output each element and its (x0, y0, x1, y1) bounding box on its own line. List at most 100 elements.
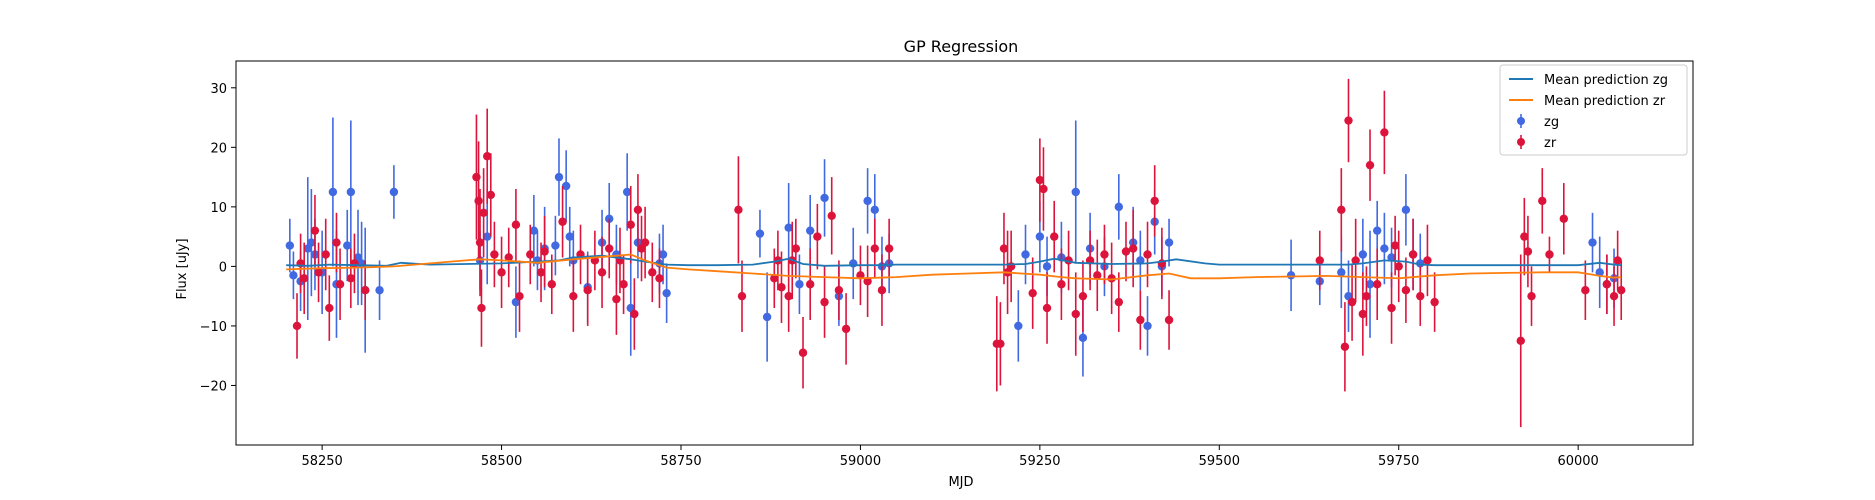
data-point-zr (346, 274, 356, 283)
data-point-zg (346, 187, 356, 197)
data-point-zr (310, 226, 320, 235)
legend-marker-swatch (1517, 117, 1525, 125)
data-point-zg (1164, 238, 1174, 247)
data-point-zg (529, 226, 539, 235)
data-point-zr (626, 220, 635, 229)
data-point-zr (477, 303, 486, 313)
data-point-zr (633, 205, 643, 215)
data-point-zr (475, 238, 485, 247)
data-point-zr (1613, 256, 1622, 265)
data-point-zr (1390, 241, 1400, 250)
data-point-zr (813, 232, 822, 241)
data-point-zg (285, 241, 295, 250)
data-point-zr (597, 268, 607, 277)
data-point-zg (1035, 232, 1045, 241)
data-point-zr (1050, 232, 1059, 241)
x-tick-label: 59000 (840, 454, 881, 469)
data-point-zr (483, 152, 492, 161)
data-point-zg (1588, 238, 1597, 247)
data-point-zg (554, 172, 564, 182)
data-point-zr (648, 268, 657, 277)
data-point-zr (1114, 297, 1124, 307)
data-point-zr (1143, 250, 1152, 259)
data-point-zr (1365, 160, 1375, 170)
x-tick-label: 59750 (1378, 454, 1419, 469)
data-point-zg (784, 223, 793, 232)
data-point-zr (1136, 315, 1145, 325)
data-point-zr (1035, 175, 1045, 185)
data-point-zr (1315, 256, 1324, 265)
x-tick-label: 60000 (1557, 454, 1598, 469)
data-point-zr (999, 244, 1009, 253)
data-point-zr (547, 280, 557, 289)
x-tick-label: 58250 (301, 454, 342, 469)
plot-area (235, 60, 1694, 446)
x-axis-label: MJD (948, 475, 973, 490)
data-point-zg (1014, 321, 1023, 331)
data-point-zr (1372, 280, 1382, 289)
data-point-zr (996, 339, 1005, 348)
data-point-zr (569, 291, 578, 301)
data-point-zr (1078, 291, 1088, 301)
data-point-zr (1538, 196, 1547, 206)
data-point-zg (662, 288, 671, 298)
data-point-zr (640, 238, 650, 247)
data-point-zr (1617, 286, 1626, 295)
data-point-zr (1340, 342, 1350, 351)
data-point-zr (841, 324, 851, 334)
data-point-zr (1344, 116, 1353, 125)
data-point-zr (1107, 274, 1116, 283)
y-tick-label: −20 (200, 379, 227, 394)
data-point-zr (863, 277, 872, 286)
data-point-zr (1358, 309, 1368, 319)
legend-label: Mean prediction zr (1544, 94, 1666, 109)
data-point-zg (849, 259, 858, 268)
data-point-zr (834, 286, 844, 295)
data-point-zr (1380, 128, 1389, 137)
data-point-zg (289, 271, 298, 280)
data-point-zr (805, 280, 815, 289)
data-point-zr (335, 280, 345, 289)
legend-label: zr (1544, 136, 1557, 151)
data-point-zr (884, 244, 894, 253)
y-tick-label: 0 (219, 260, 227, 275)
y-tick-label: 10 (210, 201, 227, 216)
x-tick-label: 58500 (481, 454, 522, 469)
data-point-zr (526, 250, 535, 259)
data-point-zg (328, 187, 338, 197)
data-point-zr (1042, 303, 1052, 313)
data-point-zr (605, 244, 614, 253)
data-point-zr (479, 208, 488, 218)
y-tick-label: 20 (210, 141, 227, 156)
data-point-zr (1028, 288, 1037, 298)
data-point-zr (511, 220, 521, 229)
data-point-zr (1609, 291, 1619, 301)
data-point-zg (565, 232, 574, 241)
data-point-zr (583, 286, 592, 295)
data-point-zg (1021, 250, 1030, 259)
data-point-zg (1143, 321, 1152, 331)
series-line-Mean-prediction-zr (286, 253, 1622, 281)
data-point-zr (870, 244, 879, 253)
data-point-zg (1380, 244, 1389, 253)
data-point-zr (1545, 250, 1554, 259)
data-point-zr (292, 321, 302, 331)
data-point-zr (474, 196, 483, 206)
data-point-zg (483, 232, 492, 241)
data-point-zr (1394, 262, 1403, 271)
data-point-zr (1416, 291, 1425, 301)
y-axis: −20 −10 0 10 20 30 (200, 82, 236, 394)
data-point-zr (1071, 309, 1080, 319)
data-point-zr (1362, 291, 1371, 301)
data-point-zr (1516, 336, 1525, 346)
data-point-zr (798, 348, 808, 357)
data-point-zr (1523, 247, 1533, 256)
data-point-zr (1351, 256, 1360, 265)
data-point-zg (1595, 268, 1604, 277)
data-point-zg (1387, 253, 1396, 262)
series-line-Mean-prediction-zg (286, 254, 1622, 267)
data-point-zg (755, 229, 765, 238)
data-point-zr (1100, 250, 1109, 259)
data-point-zg (1071, 187, 1080, 197)
